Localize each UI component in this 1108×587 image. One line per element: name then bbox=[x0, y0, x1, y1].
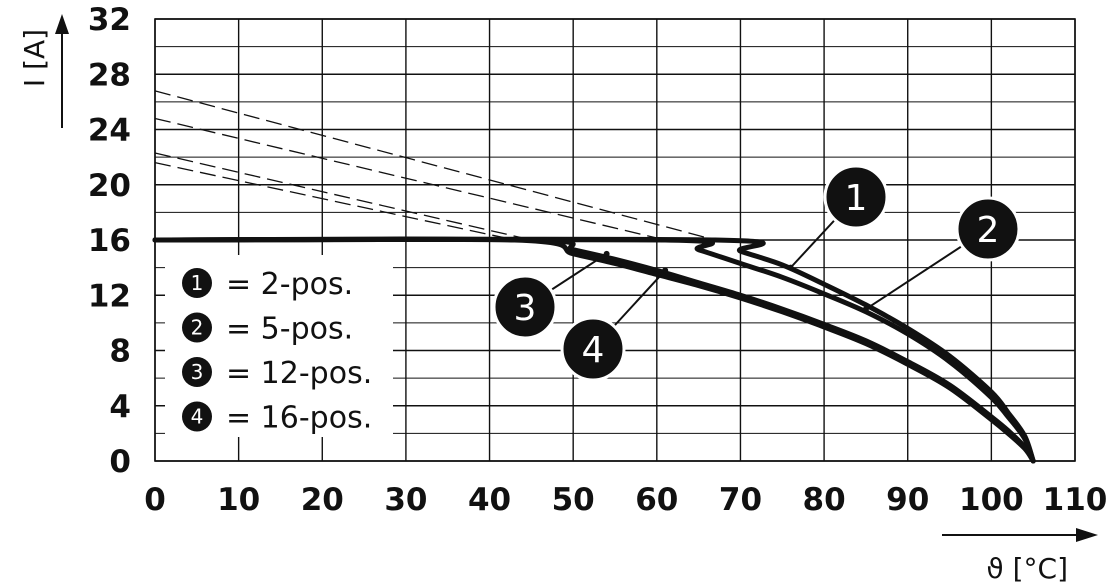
extrapolation-line bbox=[154, 152, 532, 241]
callout-badge: 1 bbox=[823, 164, 889, 230]
extrapolation-line bbox=[154, 90, 716, 241]
legend-label: = 16-pos. bbox=[226, 401, 372, 436]
y-tick-label: 16 bbox=[88, 223, 131, 259]
extrapolation-line bbox=[154, 117, 666, 241]
callout-badge-circle bbox=[823, 164, 889, 230]
legend-badge-number: 3 bbox=[191, 360, 204, 384]
y-tick-label: 24 bbox=[88, 113, 131, 149]
y-axis-label: I [A] bbox=[18, 29, 51, 87]
legend-badge-circle bbox=[182, 401, 212, 432]
y-tick-label: 32 bbox=[88, 2, 131, 38]
callout-badge: 2 bbox=[955, 196, 1021, 262]
y-axis-arrow-head bbox=[55, 14, 69, 34]
legend-badge-circle bbox=[182, 268, 212, 298]
y-tick-label: 28 bbox=[88, 57, 131, 93]
y-axis-label-group: I [A] bbox=[18, 14, 69, 128]
series-callouts: 1 2 3 4 bbox=[492, 164, 1021, 382]
callout-badge: 4 bbox=[560, 316, 626, 382]
legend-item: 4 = 16-pos. bbox=[182, 401, 372, 436]
y-tick-label: 0 bbox=[109, 444, 131, 480]
legend-badge-circle bbox=[182, 312, 212, 343]
callout-badge-circle bbox=[955, 196, 1021, 262]
callout-badge-circle bbox=[492, 274, 558, 340]
x-axis-label: ϑ [°C] bbox=[986, 552, 1068, 585]
x-tick-label: 20 bbox=[301, 482, 344, 518]
x-tick-label: 70 bbox=[719, 482, 762, 518]
x-tick-label: 40 bbox=[468, 482, 511, 518]
x-tick-label: 100 bbox=[959, 482, 1024, 518]
legend-badge-circle bbox=[182, 357, 212, 387]
x-axis-label-group: ϑ [°C] bbox=[942, 528, 1098, 585]
callout-leader-dot bbox=[603, 250, 610, 257]
y-tick-label: 20 bbox=[88, 168, 131, 204]
x-tick-labels: 0 10 20 30 40 50 60 70 80 90 100 110 bbox=[144, 482, 1107, 518]
legend-label: = 2-pos. bbox=[226, 267, 353, 302]
legend: 1 = 2-pos. 2 = 5-pos. 3 = 12-pos. 4 = 16-pos. bbox=[165, 255, 393, 437]
extrapolation-line bbox=[154, 162, 515, 241]
y-tick-labels: 0 4 8 12 16 20 24 28 32 bbox=[88, 2, 131, 480]
legend-item: 2 = 5-pos. bbox=[182, 312, 353, 347]
callout-badge-number: 4 bbox=[582, 330, 605, 371]
legend-label: = 12-pos. bbox=[226, 356, 372, 391]
legend-item: 3 = 12-pos. bbox=[182, 356, 372, 391]
callout-badge-number: 2 bbox=[977, 210, 1000, 251]
x-tick-label: 110 bbox=[1043, 482, 1108, 518]
legend-badge-number: 4 bbox=[191, 405, 204, 429]
series-curve-2 bbox=[152, 236, 1036, 464]
x-tick-label: 60 bbox=[635, 482, 678, 518]
x-tick-label: 90 bbox=[886, 482, 929, 518]
legend-badge-number: 2 bbox=[191, 316, 204, 340]
derating-curves bbox=[152, 236, 1036, 464]
callout-badge: 3 bbox=[492, 274, 558, 340]
extrapolation-lines bbox=[154, 90, 716, 241]
x-tick-label: 0 bbox=[144, 482, 166, 518]
x-axis-arrow-head bbox=[1076, 528, 1098, 542]
callout-leader-dot bbox=[662, 267, 669, 274]
callout-leader-dot bbox=[862, 306, 869, 313]
legend-item: 1 = 2-pos. bbox=[182, 267, 353, 302]
callout-badge-number: 3 bbox=[514, 288, 537, 329]
x-tick-label: 30 bbox=[384, 482, 427, 518]
series-curve-4 bbox=[152, 236, 1036, 464]
y-tick-label: 4 bbox=[109, 389, 131, 425]
callout-leader-dot bbox=[787, 264, 794, 271]
y-tick-label: 8 bbox=[109, 334, 131, 370]
x-tick-label: 80 bbox=[803, 482, 846, 518]
x-tick-label: 50 bbox=[552, 482, 595, 518]
x-tick-label: 10 bbox=[217, 482, 260, 518]
legend-badge-number: 1 bbox=[191, 271, 204, 295]
y-tick-label: 12 bbox=[88, 278, 131, 314]
legend-label: = 5-pos. bbox=[226, 312, 353, 347]
callout-badge-circle bbox=[560, 316, 626, 382]
callout-badge-number: 1 bbox=[845, 178, 868, 219]
